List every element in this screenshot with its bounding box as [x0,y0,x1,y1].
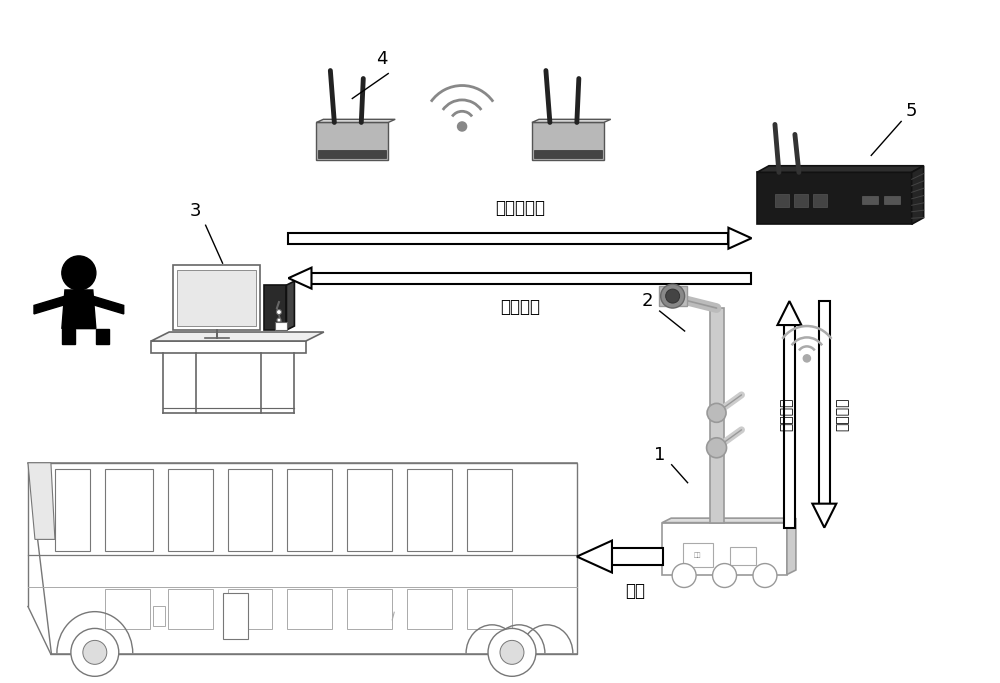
Circle shape [672,563,696,587]
Text: 遥操指令: 遥操指令 [835,398,849,431]
Circle shape [707,404,726,422]
Polygon shape [819,301,830,503]
Polygon shape [288,233,728,244]
Polygon shape [34,296,65,314]
Polygon shape [532,120,611,122]
Polygon shape [318,150,386,158]
Polygon shape [168,469,213,550]
Polygon shape [912,166,924,224]
Text: 1: 1 [654,446,665,464]
Polygon shape [710,308,724,522]
Text: 2: 2 [642,292,653,310]
Polygon shape [775,194,789,207]
Circle shape [661,284,685,308]
Polygon shape [168,589,213,630]
Polygon shape [62,329,75,344]
Text: 5: 5 [905,102,917,120]
Circle shape [488,628,536,676]
Polygon shape [862,196,878,204]
Polygon shape [28,463,55,540]
Polygon shape [813,194,827,207]
Circle shape [713,563,737,587]
Polygon shape [407,469,452,550]
Polygon shape [151,332,324,341]
Polygon shape [105,589,150,630]
Polygon shape [287,589,332,630]
Circle shape [753,563,777,587]
Polygon shape [532,122,604,161]
Polygon shape [275,322,287,330]
Polygon shape [151,341,306,353]
Polygon shape [784,325,795,528]
Polygon shape [287,469,332,550]
Polygon shape [467,469,512,550]
Polygon shape [728,227,751,249]
Polygon shape [316,122,388,161]
Polygon shape [228,469,272,550]
Circle shape [666,289,680,303]
Polygon shape [28,463,577,654]
Polygon shape [96,329,109,344]
Polygon shape [407,589,452,630]
Polygon shape [347,589,392,630]
Polygon shape [177,270,256,326]
Polygon shape [662,522,787,574]
Text: 4: 4 [376,50,388,68]
Polygon shape [316,120,395,122]
Polygon shape [777,301,801,325]
Polygon shape [884,196,900,204]
Polygon shape [730,546,756,565]
Polygon shape [534,150,602,158]
Polygon shape [311,273,751,283]
Polygon shape [264,285,286,330]
Text: 翁代: 翁代 [694,553,701,559]
Polygon shape [286,281,294,330]
Text: 车间数据: 车间数据 [779,398,793,431]
Text: 车间数据: 车间数据 [500,298,540,316]
Polygon shape [812,503,836,528]
Polygon shape [794,194,808,207]
Polygon shape [467,589,512,630]
Circle shape [83,641,107,665]
Polygon shape [288,268,311,289]
Text: 打磨: 打磨 [625,583,645,600]
Polygon shape [683,542,713,566]
Text: 3: 3 [190,202,201,220]
Polygon shape [787,518,796,574]
Circle shape [71,628,119,676]
Polygon shape [347,469,392,550]
Polygon shape [93,296,124,314]
Polygon shape [757,172,912,224]
Polygon shape [105,469,153,550]
Text: 遥操作指令: 遥操作指令 [495,199,545,217]
Polygon shape [223,593,248,639]
Circle shape [707,438,727,458]
Circle shape [500,641,524,665]
Polygon shape [757,166,924,172]
Polygon shape [62,290,96,329]
Polygon shape [153,607,165,626]
Circle shape [803,354,810,362]
Circle shape [62,256,96,290]
Polygon shape [228,589,272,630]
Polygon shape [662,518,796,522]
Polygon shape [55,469,90,550]
Polygon shape [659,286,687,306]
Circle shape [458,122,467,131]
Polygon shape [577,540,612,572]
Circle shape [276,309,281,315]
Polygon shape [173,265,260,330]
Circle shape [277,318,281,322]
Polygon shape [612,548,663,565]
